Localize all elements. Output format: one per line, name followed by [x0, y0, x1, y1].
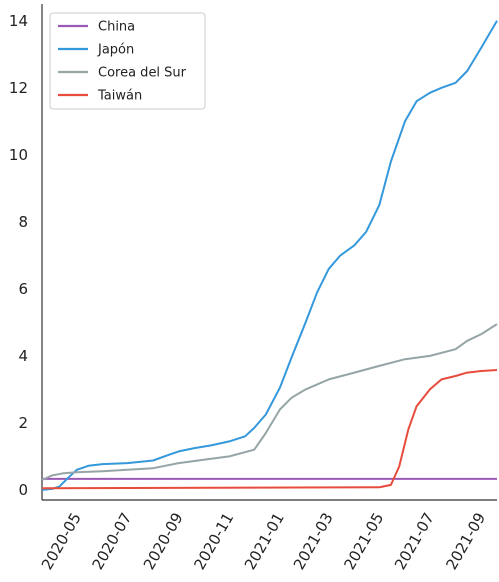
x-tick-label: 2021-07 [391, 510, 438, 573]
legend-label: Japón [97, 43, 134, 58]
y-tick-label: 6 [18, 280, 28, 298]
y-tick-label: 8 [18, 213, 28, 231]
y-tick-label: 12 [9, 79, 28, 97]
x-tick-label: 2020-05 [38, 510, 85, 573]
y-tick-label: 2 [18, 414, 28, 432]
x-tick-label: 2020-11 [190, 510, 237, 573]
y-tick-label: 10 [9, 146, 28, 164]
legend-label: Corea del Sur [98, 66, 187, 81]
x-tick-label: 2021-05 [340, 510, 387, 573]
legend-box [49, 12, 206, 110]
series-line-2 [41, 323, 498, 481]
x-tick-label: 2020-09 [140, 510, 187, 573]
legend-label: China [98, 20, 135, 35]
x-tick-label: 2021-03 [290, 510, 337, 573]
y-tick-label: 4 [18, 347, 28, 365]
x-tick-label: 2020-07 [88, 510, 135, 573]
legend-label: Taiwán [97, 89, 142, 104]
y-tick-label: 0 [18, 481, 28, 499]
legend: China Japón Corea del Sur Taiwán [49, 12, 206, 110]
y-tick-label: 14 [9, 12, 28, 30]
series-line-3 [41, 369, 498, 490]
x-tick-label: 2021-01 [241, 510, 288, 573]
series-lines [41, 20, 498, 491]
series-line-1 [41, 20, 498, 491]
x-tick-label: 2021-09 [442, 510, 489, 573]
